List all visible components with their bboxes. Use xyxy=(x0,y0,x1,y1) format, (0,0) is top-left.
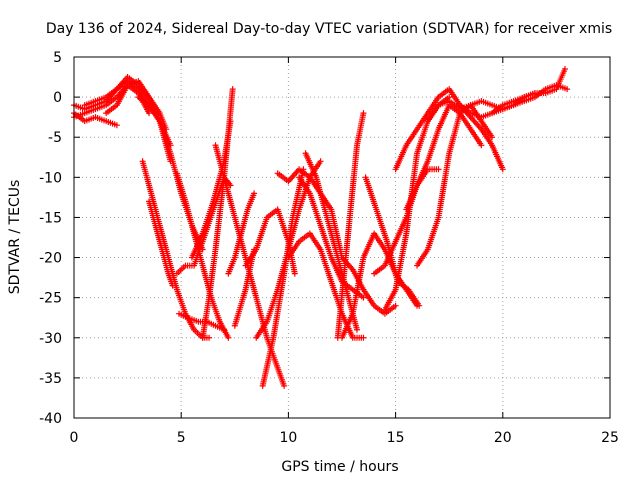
series-trace-7 xyxy=(139,158,213,341)
y-tick-label: -20 xyxy=(39,251,62,267)
x-tick-label: 25 xyxy=(601,430,619,446)
y-tick-label: -35 xyxy=(39,371,62,387)
data-point-marker xyxy=(435,166,442,173)
data-point-marker xyxy=(489,134,496,141)
series-trace-19 xyxy=(259,166,307,389)
x-tick-labels: 0 5 10 15 20 25 xyxy=(70,430,619,446)
data-point-marker xyxy=(392,302,399,309)
data-point-marker xyxy=(561,66,568,73)
series-trace-34 xyxy=(489,66,568,117)
x-tick-label: 10 xyxy=(279,430,297,446)
series-trace-15 xyxy=(225,190,258,277)
x-tick-label: 20 xyxy=(494,430,512,446)
y-tick-label: 5 xyxy=(53,50,62,66)
data-point-marker xyxy=(229,86,236,93)
plot-frame xyxy=(73,56,611,419)
data-point-marker xyxy=(206,334,213,341)
series-trace-4 xyxy=(81,74,170,133)
y-axis-label: SDTVAR / TECUs xyxy=(7,180,23,295)
data-marks xyxy=(71,66,571,389)
data-point-marker xyxy=(291,270,298,277)
x-tick-label: 5 xyxy=(177,430,186,446)
y-tick-label: -5 xyxy=(48,130,62,146)
data-point-marker xyxy=(225,334,232,341)
data-point-marker xyxy=(251,190,258,197)
data-point-marker xyxy=(169,282,176,289)
y-tick-label: -10 xyxy=(39,170,62,186)
data-point-marker xyxy=(317,158,324,165)
data-point-marker xyxy=(113,122,120,129)
axis-ticks xyxy=(73,56,611,419)
data-point-marker xyxy=(360,294,367,301)
data-point-marker xyxy=(354,326,361,333)
series-trace-8 xyxy=(146,198,176,289)
data-point-marker xyxy=(564,86,571,93)
data-point-marker xyxy=(478,142,485,149)
series-trace-24 xyxy=(334,110,367,341)
series-trace-25 xyxy=(339,230,421,341)
data-point-marker xyxy=(360,334,367,341)
x-tick-label: 0 xyxy=(70,430,79,446)
chart-title: Day 136 of 2024, Sidereal Day-to-day VTE… xyxy=(46,21,612,37)
series-trace-31 xyxy=(414,102,496,269)
data-point-marker xyxy=(360,110,367,117)
series-trace-23 xyxy=(285,230,367,341)
data-point-marker xyxy=(146,110,153,117)
x-tick-label: 15 xyxy=(387,430,405,446)
y-tick-label: 0 xyxy=(53,90,62,106)
series-trace-17 xyxy=(242,206,298,277)
data-point-marker xyxy=(281,382,288,389)
data-point-marker xyxy=(499,166,506,173)
data-point-marker xyxy=(416,302,423,309)
y-tick-labels: 5 0 -5 -10 -15 -20 -25 -30 -35 -40 xyxy=(39,50,62,427)
y-tick-label: -40 xyxy=(39,411,62,427)
y-tick-label: -15 xyxy=(39,210,62,226)
series-trace-13 xyxy=(199,86,236,341)
x-axis-label: GPS time / hours xyxy=(281,459,398,475)
series-trace-32 xyxy=(424,82,571,125)
y-tick-label: -30 xyxy=(39,331,62,347)
y-tick-label: -25 xyxy=(39,291,62,307)
